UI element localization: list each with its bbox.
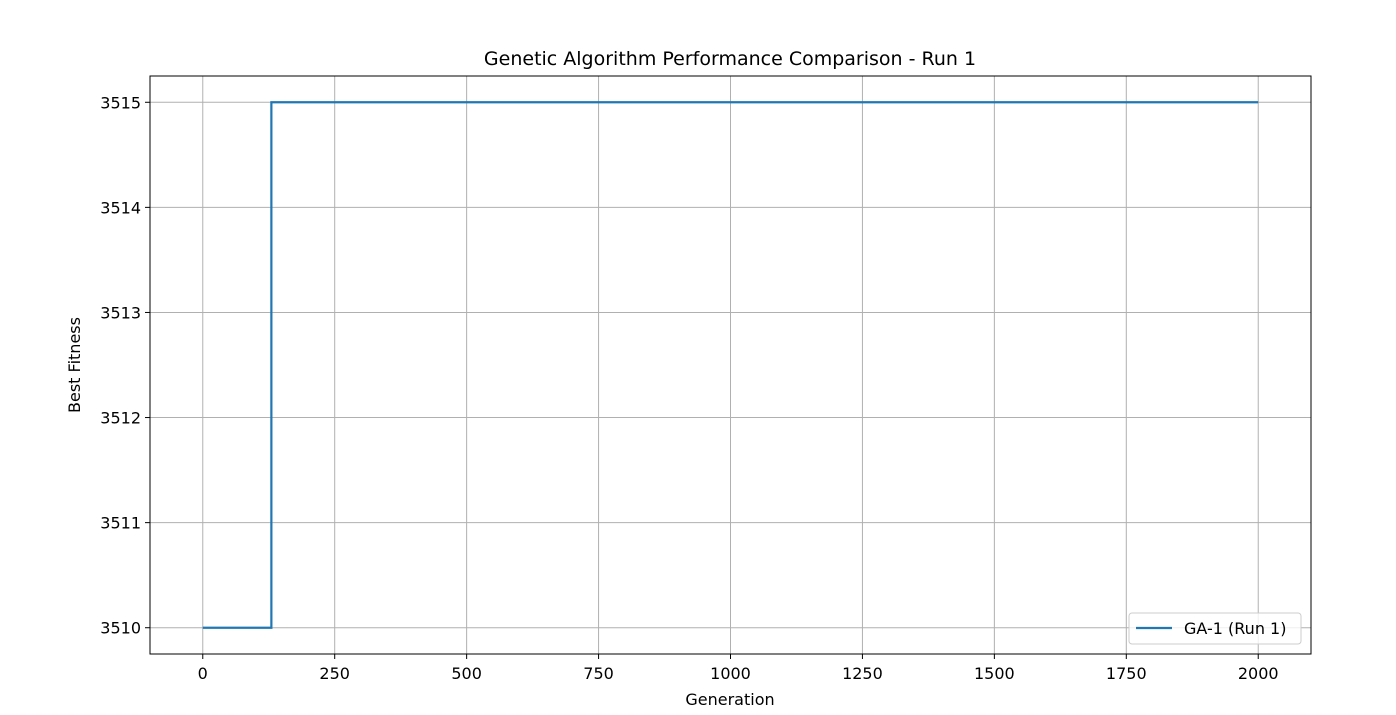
- legend: GA-1 (Run 1): [1128, 612, 1302, 645]
- x-tick-label: 1750: [1106, 664, 1147, 683]
- x-axis-label: Generation: [685, 690, 774, 709]
- y-tick-label: 3514: [100, 198, 141, 217]
- x-tick-label: 500: [451, 664, 482, 683]
- legend-box: [1128, 612, 1302, 645]
- grid-lines: [150, 76, 1311, 654]
- y-tick-label: 3511: [100, 514, 141, 533]
- chart-title: Genetic Algorithm Performance Comparison…: [484, 48, 976, 70]
- x-tick-label: 1250: [842, 664, 883, 683]
- y-tick-label: 3510: [100, 619, 141, 638]
- y-tick-label: 3515: [100, 93, 141, 112]
- series-layer: [202, 101, 1259, 629]
- x-tick-label: 250: [319, 664, 350, 683]
- x-tick-label: 0: [198, 664, 208, 683]
- series-line: [202, 101, 1259, 629]
- x-tick-label: 1000: [710, 664, 751, 683]
- x-tick-label: 1500: [974, 664, 1015, 683]
- x-tick-label: 2000: [1238, 664, 1279, 683]
- x-tick-label: 750: [583, 664, 614, 683]
- y-tick-label: 3513: [100, 303, 141, 322]
- y-tick-label: 3512: [100, 409, 141, 428]
- legend-label: GA-1 (Run 1): [1184, 619, 1286, 638]
- y-axis-label: Best Fitness: [65, 317, 84, 413]
- axis-ticks: 0 250 500 750 1000 1250 1500 1750 2000 3510 3511 35…: [100, 93, 1278, 683]
